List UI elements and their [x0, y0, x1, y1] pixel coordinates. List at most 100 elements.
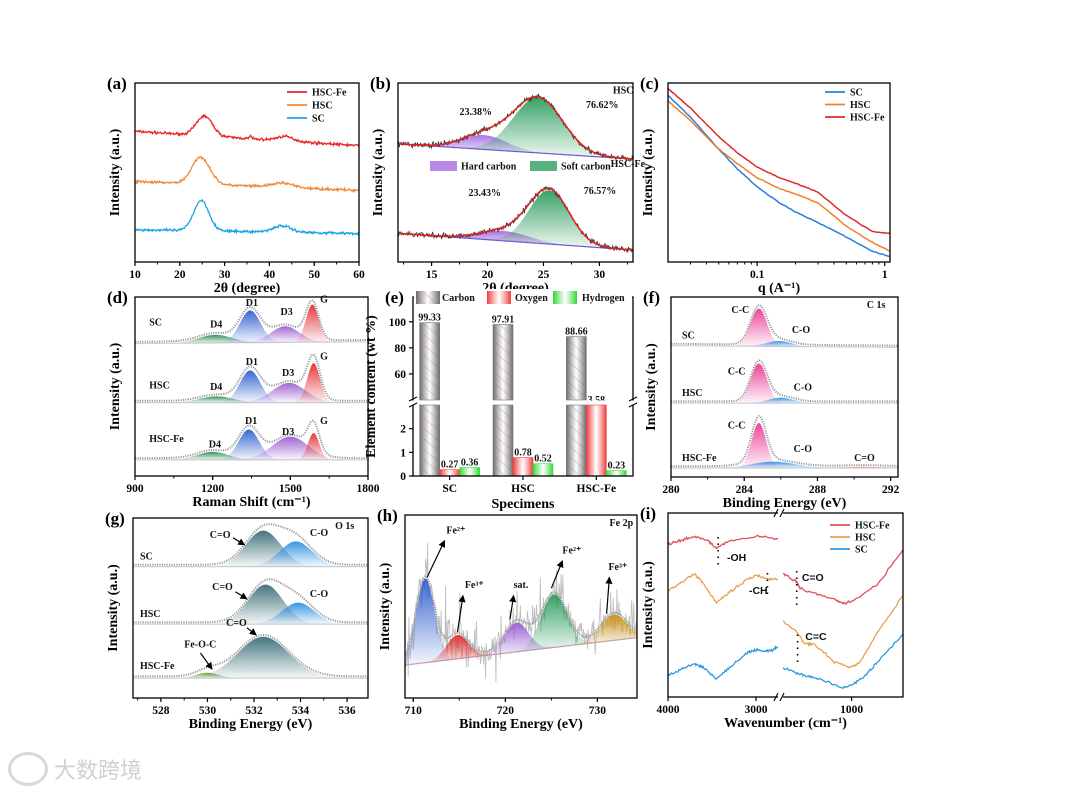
annotation-arrow — [456, 594, 466, 633]
annotation-label: 76.62% — [586, 100, 619, 111]
x-tick-label: 1500 — [279, 483, 302, 495]
x-tick-label: 1 — [882, 269, 888, 281]
plot-frame — [404, 514, 638, 699]
bar-value-label: 0.36 — [461, 457, 479, 468]
category-label: SC — [442, 483, 457, 495]
y-axis-title: Intensity (a.u.) — [371, 128, 386, 216]
annotation-label: SC — [149, 318, 162, 329]
x-tick-label: 25 — [538, 269, 550, 281]
legend-label: HSC — [855, 533, 876, 544]
annotation-label: Fe-O-C — [184, 640, 216, 651]
annotation-arrow — [426, 539, 446, 578]
panel-label: (d) — [107, 288, 128, 307]
band-label: -CH — [749, 585, 768, 597]
panel-label: (c) — [640, 74, 659, 93]
annotation-label: HSC-Fe — [140, 661, 175, 672]
x-tick-label: 1800 — [357, 483, 380, 495]
annotation-label: HSC-Fe — [611, 159, 646, 170]
fitted-peak-c-c — [725, 363, 792, 404]
panel-a: (a) 2θ (degree) Intensity (a.u.) 10 20 30 40 50… — [107, 74, 365, 296]
fit-curve — [398, 187, 633, 251]
fitted-peak-d1 — [207, 429, 291, 460]
fitted-peak-d3 — [217, 436, 363, 460]
x-tick-label: 720 — [497, 705, 515, 717]
y-axis-title: Intensity (a.u.) — [641, 128, 656, 216]
bar-hatch — [566, 336, 587, 476]
annotation-label: C-O — [310, 528, 329, 539]
plot-area — [405, 542, 637, 683]
fitted-peak-fe- — [502, 594, 606, 654]
fitted-peak-c-o — [729, 397, 833, 404]
annotation-arrow — [246, 627, 257, 636]
fitted-peak-c-o — [230, 541, 361, 567]
annotation-label: G — [320, 416, 328, 427]
series-line-hsc-right — [782, 595, 903, 669]
plot-area — [671, 304, 898, 469]
watermark: 大数跨境 — [8, 752, 142, 786]
legend-label: HSC — [850, 100, 871, 111]
panel-label: (g) — [105, 509, 125, 528]
panel-label: (e) — [385, 288, 404, 307]
x-tick-label: 536 — [338, 705, 356, 717]
x-axis-title: q (A⁻¹) — [758, 281, 801, 296]
plot-frame — [670, 296, 899, 478]
panel-label: (b) — [370, 74, 391, 93]
y-tick-label: 0 — [400, 471, 406, 483]
legend-label: HSC-Fe — [855, 521, 890, 532]
bar-value-label: 88.66 — [565, 327, 588, 338]
x-tick-label: 280 — [662, 484, 680, 496]
axis-break-mark — [628, 396, 638, 402]
fitted-peak-d1 — [208, 370, 292, 403]
x-tick-label: 900 — [126, 483, 144, 495]
bar-oxygen[interactable] — [512, 457, 534, 477]
y-tick-label: 1 — [400, 447, 406, 459]
fitted-peak-soft-carbon — [468, 190, 630, 250]
annotation-label: G — [320, 294, 328, 305]
watermark-logo-icon — [8, 752, 48, 786]
series-line-sc-right — [782, 633, 903, 690]
spectrum-region-label: Fe 2p — [610, 518, 634, 529]
legend-swatch — [487, 291, 511, 304]
envelope-curve — [135, 299, 368, 343]
annotation-label: 76.57% — [584, 186, 617, 197]
annotation-label: D3 — [280, 307, 292, 318]
band-label: C=O — [802, 572, 824, 584]
annotation-label: C-O — [310, 589, 329, 600]
x-tick-label: 30 — [594, 269, 606, 281]
fitted-peak-c-o — [685, 461, 862, 468]
x-tick-label: 4000 — [657, 704, 680, 716]
y-axis-title: Intensity (a.u.) — [108, 128, 123, 216]
bar-hatch — [493, 324, 513, 476]
fitted-peak-c-o — [160, 636, 366, 679]
annotation-label: HSC — [149, 380, 170, 391]
category-label: HSC-Fe — [577, 483, 617, 495]
annotation-label: D3 — [282, 427, 294, 438]
envelope-curve — [135, 353, 368, 402]
x-axis-title: 2θ (degree) — [214, 281, 281, 296]
x-axis-title: Wavenumber (cm⁻¹) — [724, 716, 847, 731]
x-tick-label: 30 — [219, 269, 231, 281]
bar-oxygen-lower[interactable] — [586, 404, 607, 477]
annotation-label: SC — [140, 551, 153, 562]
annotation-label: C=O — [212, 582, 233, 593]
annotation-label: Fe³⁺ — [608, 562, 627, 573]
fitted-peak-g — [287, 363, 340, 403]
envelope-curve — [133, 634, 368, 678]
envelope-curve — [671, 359, 898, 403]
fitted-peak-c-o — [233, 602, 364, 625]
bar-value-label: 0.23 — [608, 461, 626, 472]
plot-frame — [667, 512, 904, 698]
bar-value-label: 0.52 — [534, 454, 552, 465]
legend-label: HSC — [312, 101, 333, 112]
bar-hydrogen[interactable] — [459, 467, 480, 477]
x-tick-label: 1200 — [201, 483, 224, 495]
bar-hydrogen[interactable] — [532, 463, 554, 477]
panel-e: (e) Specimens Element content (wt %) SC 99.3… — [364, 288, 638, 512]
x-tick-label: 10 — [129, 269, 141, 281]
band-label: C=C — [805, 631, 827, 643]
bar-value-label: 97.91 — [492, 314, 515, 325]
x-tick-label: 15 — [426, 269, 438, 281]
panel-label: (h) — [377, 506, 398, 525]
plot-frame — [132, 517, 369, 699]
legend-swatch — [530, 161, 557, 171]
